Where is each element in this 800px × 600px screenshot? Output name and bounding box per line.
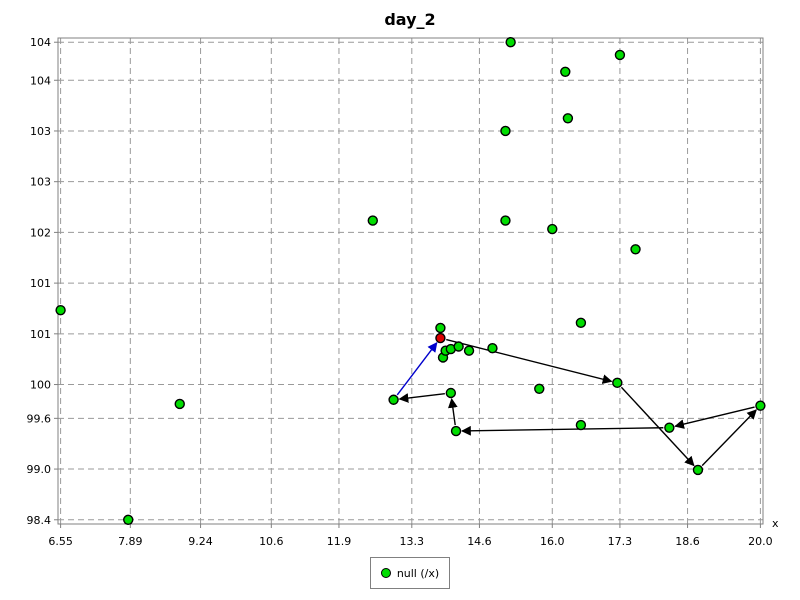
data-point bbox=[575, 317, 587, 329]
x-tick-label: 11.9 bbox=[327, 535, 352, 548]
y-tick-label: 103 bbox=[30, 176, 51, 189]
x-tick-label: 20.0 bbox=[748, 535, 773, 548]
y-tick-label: 100 bbox=[30, 379, 51, 392]
x-tick-label: 17.3 bbox=[608, 535, 633, 548]
series-points bbox=[55, 37, 766, 525]
data-point bbox=[463, 345, 475, 356]
chart-title: day_2 bbox=[384, 10, 436, 29]
data-point bbox=[55, 304, 66, 316]
x-tick-label: 16.0 bbox=[540, 535, 565, 548]
path-segment bbox=[447, 397, 458, 426]
highlighted-point bbox=[435, 332, 446, 344]
data-point bbox=[445, 387, 457, 399]
path-segment bbox=[398, 393, 445, 403]
series-path bbox=[396, 338, 757, 467]
y-tick-label: 99.0 bbox=[27, 463, 52, 476]
data-point bbox=[123, 514, 134, 525]
x-tick-label: 13.3 bbox=[400, 535, 425, 548]
x-tick-label: 14.6 bbox=[467, 535, 492, 548]
x-axis-label: x bbox=[772, 517, 779, 530]
data-point bbox=[500, 215, 511, 226]
y-tick-label: 104 bbox=[30, 74, 51, 87]
y-tick-label: 101 bbox=[30, 328, 51, 341]
path-segment-current bbox=[396, 342, 438, 396]
plot-frame bbox=[57, 37, 764, 525]
x-tick-label: 7.89 bbox=[118, 535, 143, 548]
x-tick-label: 10.6 bbox=[259, 535, 284, 548]
data-point bbox=[367, 215, 378, 226]
grid-lines bbox=[58, 38, 763, 524]
data-point bbox=[534, 383, 545, 394]
x-tick-label: 6.55 bbox=[48, 535, 73, 548]
data-point bbox=[692, 464, 704, 476]
data-point bbox=[450, 425, 462, 437]
data-point bbox=[560, 66, 571, 78]
legend-marker-icon bbox=[380, 568, 391, 578]
data-point bbox=[575, 419, 587, 431]
data-point bbox=[174, 398, 185, 410]
path-segment bbox=[674, 406, 755, 429]
path-segment bbox=[461, 425, 664, 436]
path-segment bbox=[446, 338, 613, 384]
data-point bbox=[614, 49, 626, 61]
y-tick-label: 99.6 bbox=[27, 412, 52, 425]
data-point bbox=[547, 223, 558, 235]
y-tick-label: 98.4 bbox=[27, 514, 52, 527]
legend-label: null (/x) bbox=[396, 566, 440, 580]
path-segment bbox=[701, 409, 757, 467]
data-point bbox=[612, 377, 623, 389]
legend: null (/x) bbox=[370, 557, 450, 589]
data-point bbox=[453, 341, 464, 352]
y-tick-label: 103 bbox=[30, 125, 51, 138]
data-point bbox=[487, 342, 498, 354]
y-tick-label: 102 bbox=[30, 226, 51, 239]
data-point bbox=[500, 125, 511, 137]
data-point bbox=[755, 400, 766, 411]
y-tick-label: 101 bbox=[30, 277, 51, 290]
data-point bbox=[664, 422, 675, 433]
path-segment bbox=[620, 386, 695, 467]
data-point bbox=[630, 244, 641, 255]
data-point bbox=[562, 113, 574, 124]
x-tick-label: 18.6 bbox=[675, 535, 700, 548]
x-tick-label: 9.24 bbox=[188, 535, 213, 548]
data-point bbox=[505, 37, 516, 48]
axis-ticks: 6.55 7.89 9.24 10.6 11.9 13.3 14.6 16.0 17.3 18.6… bbox=[27, 36, 773, 548]
data-point bbox=[388, 394, 399, 405]
data-point bbox=[435, 322, 446, 334]
y-tick-label: 104 bbox=[30, 36, 51, 49]
